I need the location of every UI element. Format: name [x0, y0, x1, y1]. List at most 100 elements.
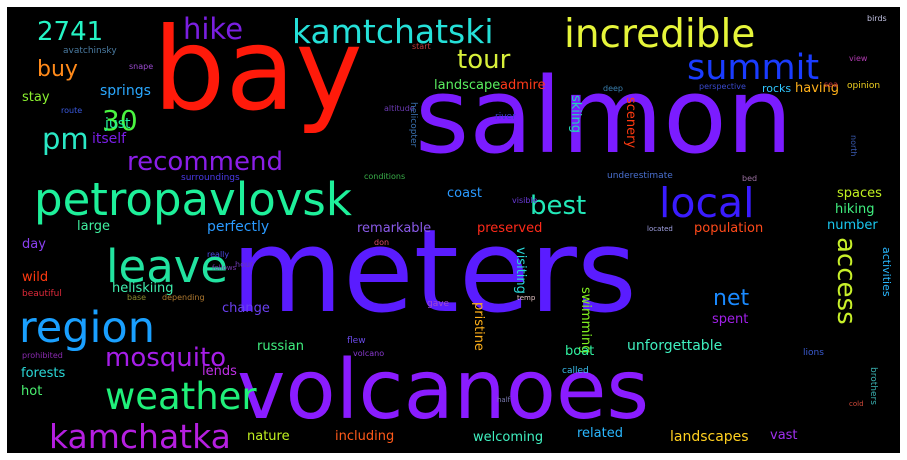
word: landscapes	[670, 429, 749, 445]
word: mosquito	[105, 343, 227, 373]
word: hot	[21, 384, 43, 399]
word: lends	[202, 364, 237, 379]
word: activities	[880, 247, 893, 297]
word: landscape	[434, 78, 501, 93]
word: rocks	[762, 82, 792, 95]
word: surroundings	[181, 173, 240, 183]
word: springs	[100, 83, 151, 99]
word: recommend	[127, 147, 283, 177]
word: snape	[129, 62, 154, 71]
word: hike	[183, 12, 244, 46]
word: incredible	[564, 12, 756, 57]
word: beautiful	[22, 289, 62, 299]
word: spent	[712, 312, 749, 327]
word: admire	[500, 78, 546, 93]
word: located	[647, 225, 673, 233]
word: spaces	[837, 186, 882, 201]
word: forests	[21, 366, 66, 381]
word: skiing	[568, 95, 583, 134]
word: altitude	[384, 104, 415, 113]
word: having	[795, 81, 840, 96]
word: remarkable	[357, 221, 432, 236]
word: pristine	[471, 302, 486, 351]
word: large	[77, 219, 110, 234]
word: welcoming	[473, 430, 544, 445]
word: 30	[102, 104, 138, 137]
word: net	[713, 286, 750, 311]
word: scenery	[623, 97, 638, 149]
word: petropavlovsk	[34, 173, 352, 226]
word: called	[562, 366, 589, 376]
word: deep	[603, 84, 623, 93]
word: itself	[92, 131, 127, 147]
word: route	[61, 106, 83, 115]
word: flew	[347, 336, 366, 346]
word: summit	[687, 48, 820, 88]
word: volcanoes	[237, 343, 650, 438]
word: start	[412, 42, 431, 51]
word: river	[495, 112, 516, 122]
word: coast	[447, 186, 482, 201]
word: helicopter	[408, 102, 418, 148]
word: kamtchatski	[292, 12, 494, 51]
word: conditions	[364, 172, 406, 181]
word: bed	[742, 174, 758, 183]
word: pm	[42, 122, 89, 156]
word: visiting	[513, 247, 528, 294]
word: buy	[37, 57, 78, 82]
word: 2741	[37, 17, 104, 47]
word: preserved	[477, 221, 543, 236]
word: meters	[231, 205, 637, 339]
word: boat	[565, 344, 595, 359]
word: day	[22, 237, 46, 252]
word: russian	[257, 339, 304, 354]
word-cloud: salmon meters bay volcanoes petropavlovs…	[7, 7, 900, 453]
word: follows	[212, 264, 237, 272]
word: best	[530, 191, 587, 221]
word: really	[207, 250, 230, 259]
word: access	[831, 237, 861, 325]
word: stay	[22, 90, 50, 105]
word: north	[849, 135, 858, 157]
word: temp	[517, 294, 536, 302]
word: kamchatka	[49, 417, 231, 453]
word: nature	[247, 429, 290, 444]
word: just	[105, 116, 131, 132]
word: birds	[867, 14, 887, 23]
word: lions	[803, 348, 824, 358]
word: avatchinsky	[63, 46, 117, 56]
word: hiking	[835, 202, 875, 217]
word: volcano	[353, 349, 385, 358]
word: tour	[457, 45, 511, 75]
word: don	[374, 238, 390, 247]
word: vast	[770, 428, 798, 443]
word: base	[127, 293, 147, 302]
word: brothers	[868, 367, 878, 405]
word: view	[849, 54, 868, 63]
word: gave	[427, 299, 450, 309]
word: region	[19, 303, 155, 353]
word: half	[497, 396, 511, 404]
word: depending	[162, 293, 205, 302]
word: prohibited	[22, 351, 63, 360]
word: leave	[106, 240, 229, 293]
word: visible	[512, 196, 538, 205]
word: local	[659, 179, 755, 227]
word: population	[694, 221, 764, 236]
word: change	[222, 301, 270, 316]
word: cold	[849, 400, 864, 408]
word: wild	[22, 270, 49, 285]
word: related	[577, 426, 623, 441]
word: opinion	[847, 81, 881, 91]
word: hour	[235, 260, 254, 269]
word: including	[335, 429, 395, 444]
word: weather	[105, 375, 257, 418]
word: bay	[153, 7, 363, 136]
word: heliskiing	[112, 281, 174, 296]
word: perspective	[699, 82, 746, 91]
word: salmon	[415, 55, 793, 177]
word: perfectly	[207, 219, 270, 235]
word: sea	[824, 80, 838, 89]
word: underestimate	[607, 171, 673, 181]
word: unforgettable	[627, 338, 723, 354]
